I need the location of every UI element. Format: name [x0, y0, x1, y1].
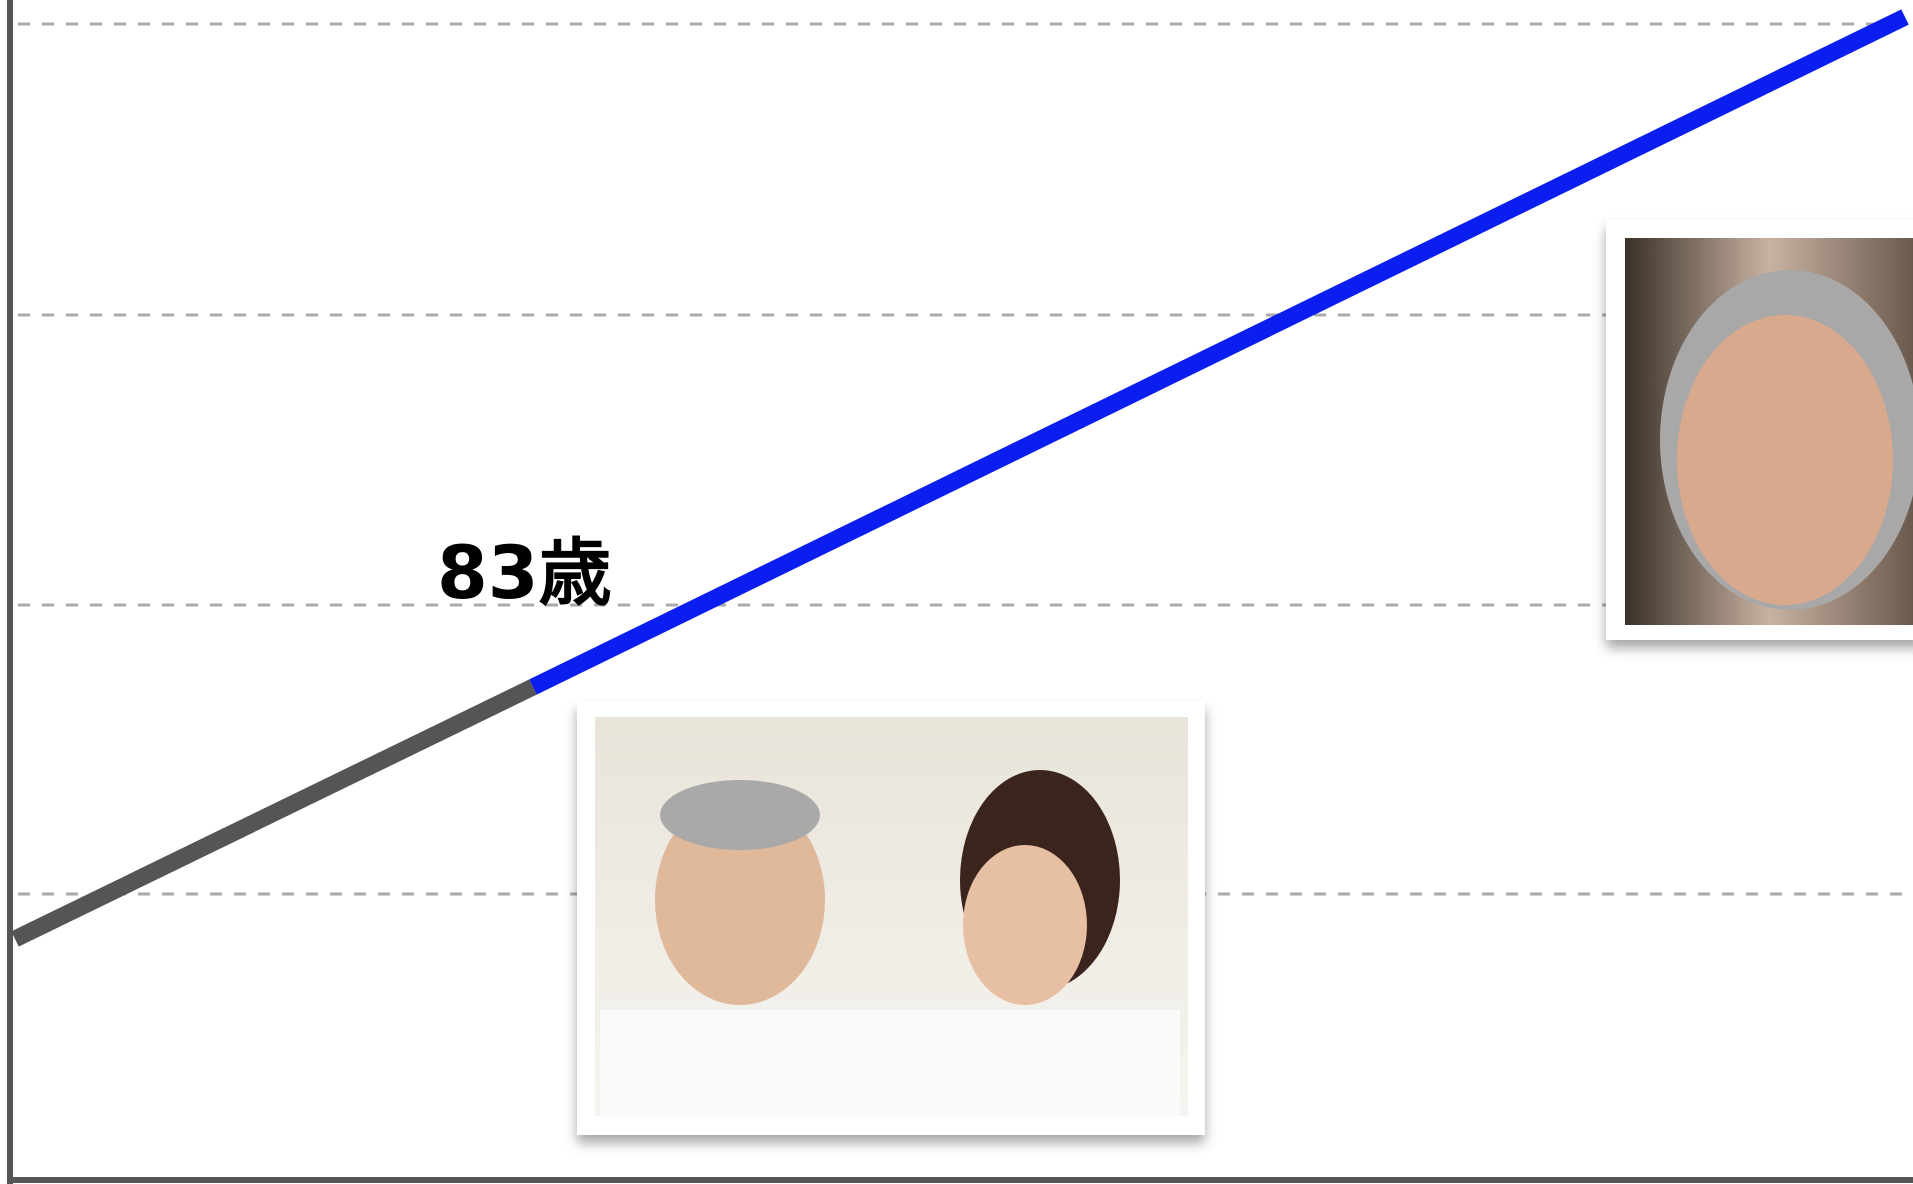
slide: 83歳	[0, 0, 1913, 1184]
photo-figure	[1677, 315, 1893, 605]
photo-figure	[963, 845, 1087, 1005]
photo-couple	[577, 701, 1205, 1135]
photo-figure	[600, 1010, 1180, 1116]
photo-elder	[1606, 220, 1913, 640]
annotation: 83歳	[437, 531, 612, 616]
trend-past	[15, 687, 533, 939]
photo-figure	[660, 780, 820, 850]
page: 83歳 (() => { const data = JSON.parse(doc…	[0, 0, 1913, 1184]
